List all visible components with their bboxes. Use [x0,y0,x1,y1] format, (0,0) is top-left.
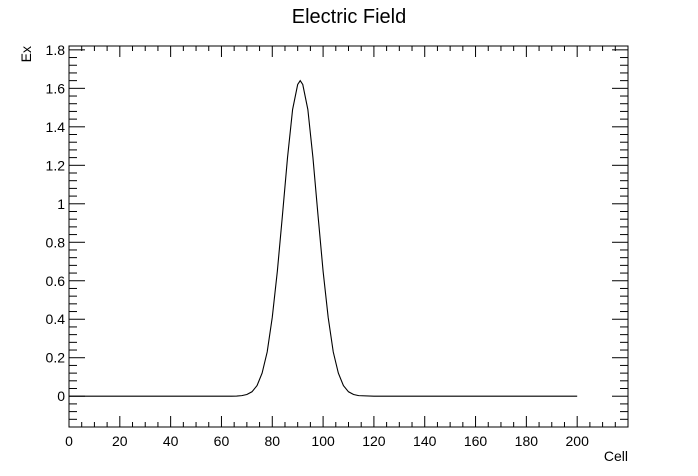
x-tick-label: 40 [163,433,179,449]
x-tick-label: 20 [112,433,128,449]
y-tick-label: 0 [57,388,65,404]
x-tick-label: 200 [566,433,590,449]
x-tick-label: 180 [515,433,539,449]
x-tick-label: 80 [264,433,280,449]
y-tick-label: 1.8 [46,42,66,58]
chart-title: Electric Field [292,6,406,28]
x-tick-label: 160 [464,433,488,449]
series-line [69,79,578,397]
y-tick-label: 1.6 [46,80,66,96]
x-axis-title: Cell [604,448,628,464]
y-tick-label: 1 [57,196,65,212]
x-tick-label: 140 [413,433,437,449]
x-tick-labels: 0 20 40 60 80 100 120 140 160 180 200 [65,433,589,449]
y-axis-title: Ex [18,46,34,62]
y-tick-label: 0.8 [46,234,66,250]
x-tick-label: 120 [362,433,386,449]
y-tick-labels: 0 0.2 0.4 0.6 0.8 1 1.2 1.4 1.6 1.8 [46,42,66,404]
y-tick-label: 0.2 [46,350,66,366]
y-tick-label: 0.4 [46,311,66,327]
y-tick-label: 1.2 [46,157,66,173]
y-tick-label: 0.6 [46,273,66,289]
x-tick-label: 60 [214,433,230,449]
y-tick-label: 1.4 [46,119,66,135]
y-axis [69,49,628,428]
x-tick-label: 100 [311,433,335,449]
x-axis [68,46,629,427]
plot-frame [68,45,629,428]
x-tick-label: 0 [65,433,73,449]
